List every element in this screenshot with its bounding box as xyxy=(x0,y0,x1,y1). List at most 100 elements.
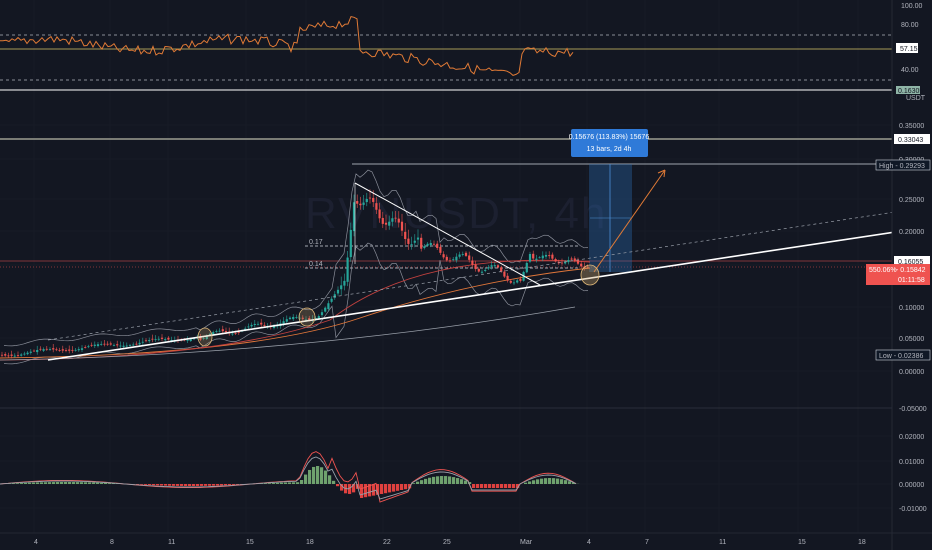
candle-body xyxy=(493,265,496,267)
macd-bar xyxy=(324,470,328,484)
candle-body xyxy=(26,352,29,355)
macd-bar xyxy=(308,469,312,484)
macd-pane[interactable] xyxy=(0,451,580,503)
candle-body xyxy=(458,254,461,257)
macd-bar xyxy=(340,484,344,491)
candle-body xyxy=(221,329,224,332)
candle-body xyxy=(218,330,221,332)
candle-body xyxy=(29,351,32,353)
time-label: 4 xyxy=(34,539,38,546)
price-pane[interactable]: RVNUSDT, 4h 0.17 0.14 0.15676 (113.83%) … xyxy=(0,129,896,409)
macd-bar xyxy=(348,484,352,494)
candle-body xyxy=(253,323,256,325)
candle-body xyxy=(68,349,71,351)
price-tick-000: 0.00000 xyxy=(899,369,924,376)
time-label: 18 xyxy=(858,539,866,546)
measure-tooltip xyxy=(571,129,648,157)
macd-bar xyxy=(192,484,196,486)
candle-body xyxy=(167,337,170,340)
candle-body xyxy=(567,259,570,263)
high-tag-text: High - 0.29293 xyxy=(879,163,925,170)
candle-body xyxy=(295,317,298,318)
current-pct: 550.06% xyxy=(869,267,897,274)
candle-body xyxy=(80,348,84,350)
candle-body xyxy=(320,312,324,316)
touch-circle-3 xyxy=(580,264,600,286)
price-unit: USDT xyxy=(906,95,926,102)
candle-body xyxy=(496,265,500,268)
dashed-trendline[interactable] xyxy=(47,211,896,341)
macd-bar xyxy=(500,484,504,488)
countdown: 01:11:58 xyxy=(898,277,925,284)
macd-bar xyxy=(436,476,440,484)
time-label: 11 xyxy=(168,539,175,546)
time-label: 15 xyxy=(246,539,254,546)
touch-circle-2 xyxy=(298,307,316,327)
candle-body xyxy=(343,280,346,286)
candle-body xyxy=(436,243,439,249)
time-label: 15 xyxy=(798,539,806,546)
candle-body xyxy=(141,341,144,343)
candle-body xyxy=(116,344,119,346)
candle-body xyxy=(148,340,151,342)
measure-bars: 13 bars, 2d 4h xyxy=(587,146,632,153)
candle-body xyxy=(352,202,356,232)
candle-body xyxy=(490,265,493,267)
macd-bar xyxy=(552,478,556,484)
macd-bar xyxy=(224,484,228,486)
candle-body xyxy=(570,258,573,260)
candle-body xyxy=(560,262,564,264)
macd-bar xyxy=(164,484,168,486)
macd-bar xyxy=(564,480,568,484)
candle-body xyxy=(288,317,292,320)
candle-body xyxy=(525,262,528,273)
macd-bar xyxy=(288,482,292,484)
candle-body xyxy=(356,201,359,204)
macd-bar xyxy=(156,484,160,486)
bollinger-upper xyxy=(3,169,589,347)
descending-trendline[interactable] xyxy=(354,182,541,286)
candle-body xyxy=(381,217,384,224)
candle-body xyxy=(39,348,42,350)
candle-body xyxy=(119,345,122,347)
macd-bar xyxy=(460,479,464,484)
macd-bar xyxy=(484,484,488,488)
candle-body xyxy=(548,255,551,257)
candle-body xyxy=(256,323,260,325)
level-017-label: 0.17 xyxy=(309,239,323,246)
macd-bar xyxy=(492,484,496,488)
candle-body xyxy=(10,354,13,356)
projection-arrow[interactable] xyxy=(593,169,666,273)
macd-bar xyxy=(392,484,396,492)
macd-bar xyxy=(508,484,512,488)
macd-bar xyxy=(104,482,108,484)
candle-body xyxy=(509,280,512,283)
candle-body xyxy=(16,355,20,356)
candle-body xyxy=(554,259,557,262)
macd-bar xyxy=(272,483,276,484)
time-axis[interactable]: 4 8 11 15 18 22 25 Mar 4 7 11 15 18 xyxy=(0,532,932,546)
ma-orange xyxy=(0,267,591,359)
candle-body xyxy=(365,198,368,203)
rsi-tick-80: 80.00 xyxy=(901,22,919,29)
candle-body xyxy=(212,332,215,335)
support-trendline[interactable] xyxy=(47,231,896,361)
rsi-pane[interactable] xyxy=(0,16,892,91)
time-label: 11 xyxy=(719,539,726,546)
price-tick-020: 0.20000 xyxy=(899,229,924,236)
macd-bar xyxy=(496,484,500,488)
macd-bar xyxy=(400,484,404,490)
macd-bar xyxy=(456,478,460,484)
price-tick-035: 0.35000 xyxy=(899,123,924,130)
candle-body xyxy=(23,353,26,355)
candle-body xyxy=(538,257,541,259)
candle-body xyxy=(359,203,362,206)
macd-bar xyxy=(60,482,64,484)
candle-body xyxy=(586,266,589,268)
macd-bar xyxy=(64,482,68,484)
macd-bar xyxy=(544,478,548,484)
candle-body xyxy=(0,354,4,356)
macd-bar xyxy=(480,484,484,488)
candle-body xyxy=(7,355,10,357)
